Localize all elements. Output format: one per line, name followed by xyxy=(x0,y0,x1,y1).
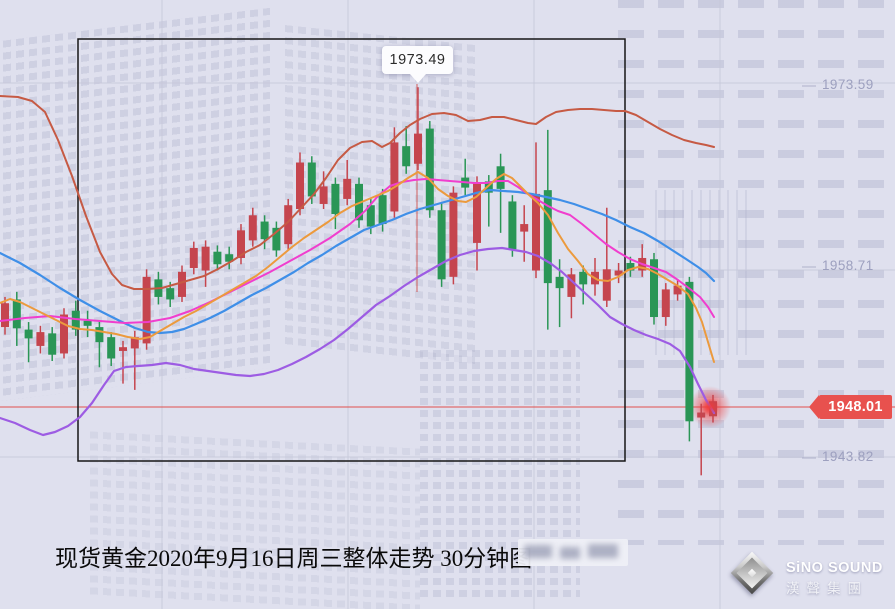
brand-name-en: SiNO SOUND xyxy=(786,560,883,576)
price-axis-label: 1958.71 xyxy=(822,258,874,273)
blurred-watermark xyxy=(518,539,628,566)
current-price-tag: 1948.01 xyxy=(809,395,892,419)
price-axis-label: 1943.82 xyxy=(822,449,874,464)
chart-caption: 现货黄金2020年9月16日周三整体走势 30分钟图 xyxy=(55,546,533,571)
price-axis-label: 1973.59 xyxy=(822,77,874,92)
high-price-tooltip: 1973.49 xyxy=(382,46,453,83)
brand-name-cn: 漢聲集團 xyxy=(786,581,868,596)
brand-logo: SiNO SOUND 漢聲集團 xyxy=(724,548,894,600)
diamond-logo-icon xyxy=(730,551,774,596)
